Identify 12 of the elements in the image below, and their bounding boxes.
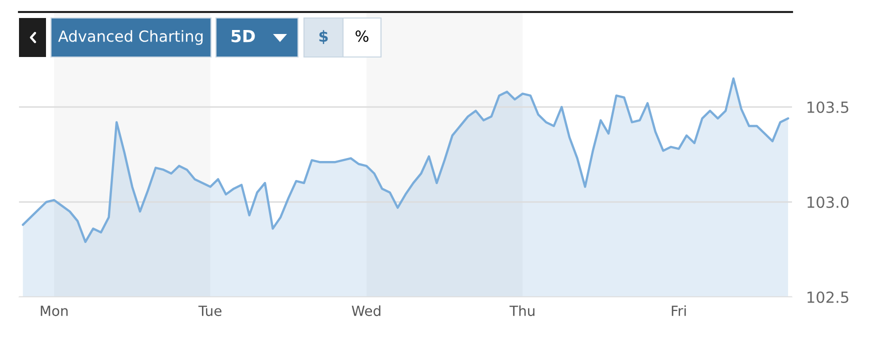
annotation: Advanced Charting — [58, 30, 203, 45]
x-tick-label: Tue — [198, 306, 222, 316]
x-tick-label: Mon — [40, 306, 68, 316]
x-tick-label: Fri — [672, 305, 686, 316]
annotation: $ — [319, 30, 328, 44]
y-tick-label: 102.5 — [808, 291, 848, 304]
annotation: % — [356, 30, 368, 42]
x-tick-label: Thu — [510, 305, 534, 316]
x-tick-label: Wed — [352, 305, 380, 316]
annotation: 5D — [232, 30, 255, 42]
y-tick-label: 103.5 — [808, 101, 848, 114]
y-tick-label: 103.0 — [808, 196, 849, 208]
